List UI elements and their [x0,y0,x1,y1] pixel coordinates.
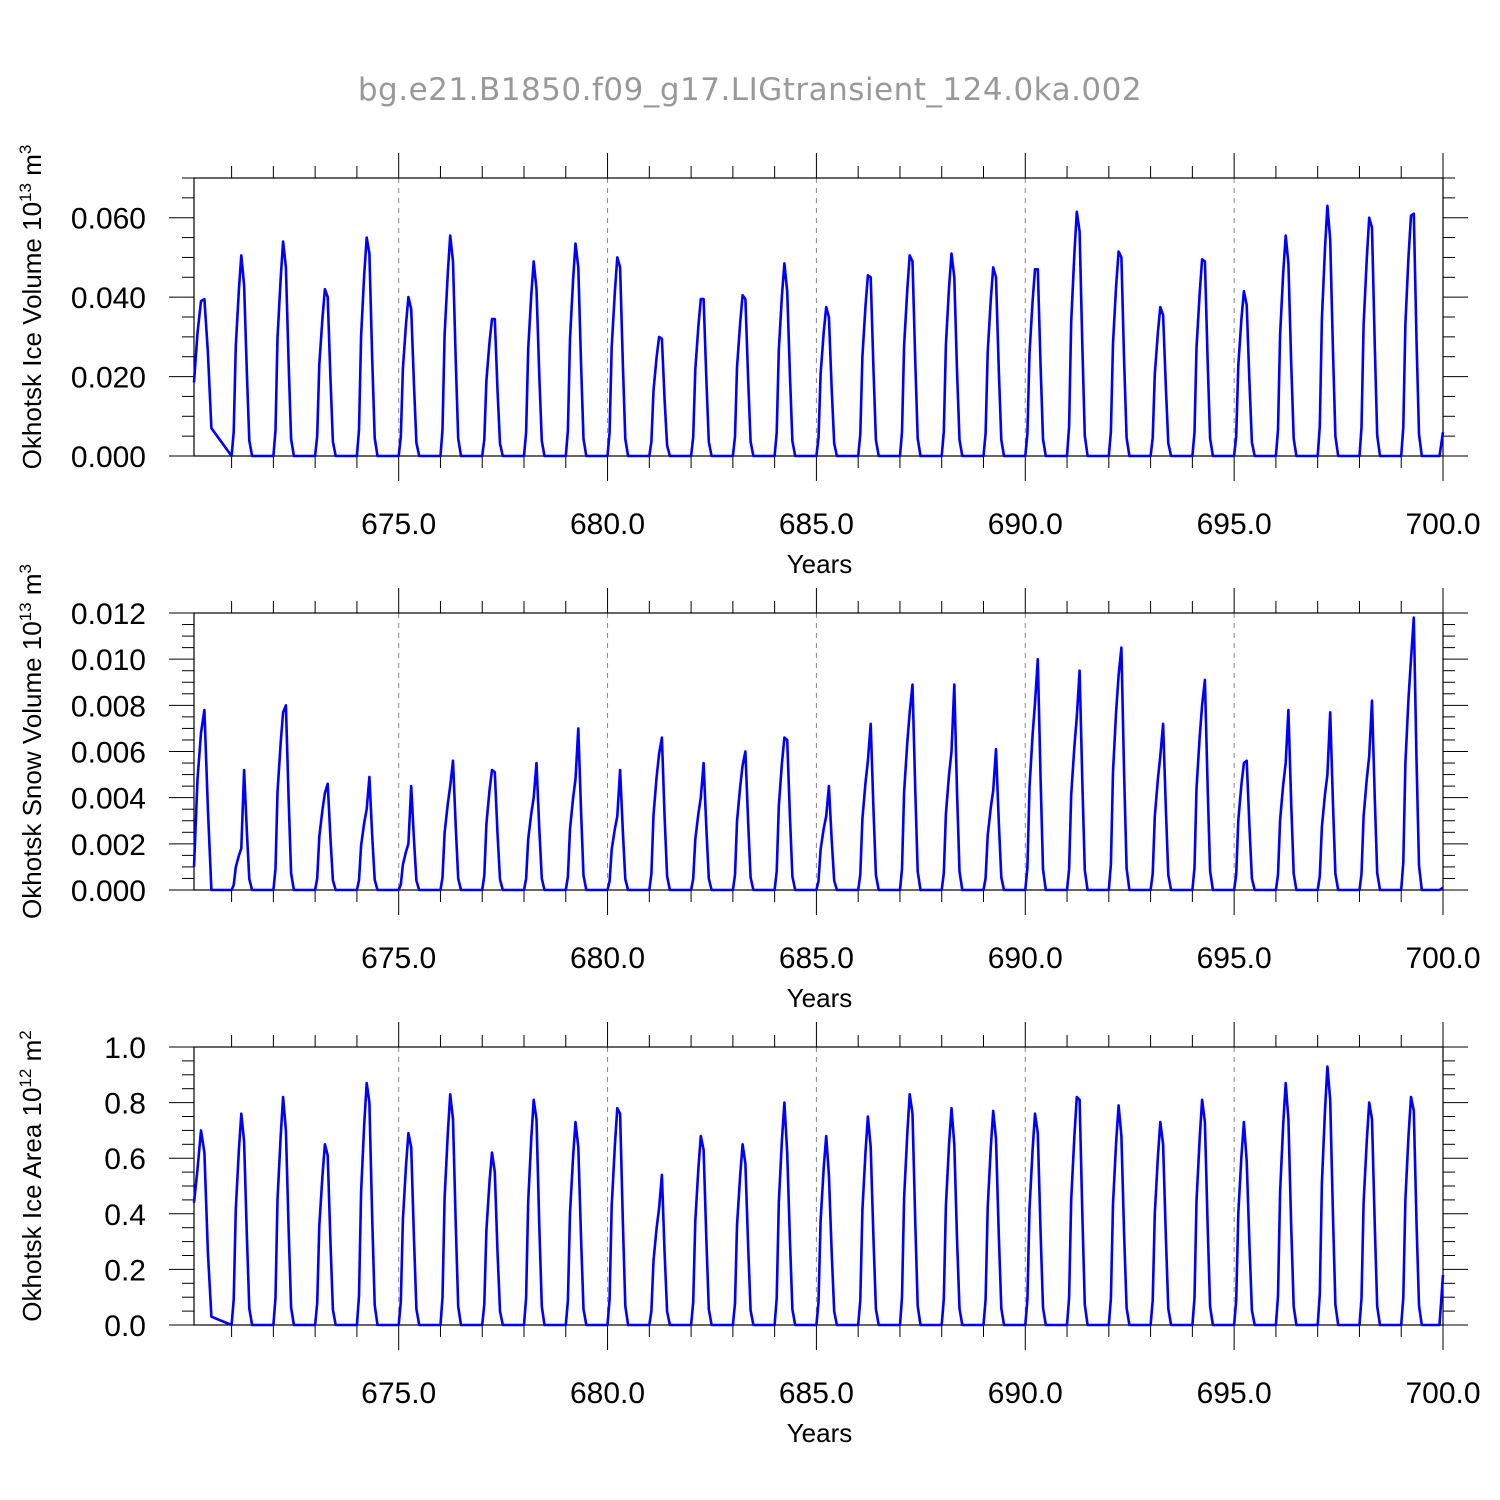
y-tick-label: 0.060 [71,203,146,236]
x-tick-label: 685.0 [779,508,854,541]
x-tick-label: 695.0 [1197,1377,1272,1410]
y-tick-label: 0.040 [71,282,146,315]
y-axis-label: Okhotsk Ice Volume 1013 m3 [16,145,47,470]
snow-volume-panel: 675.0 680.0 685.0 690.0 695.0 700.0 0.000 0.002… [16,564,1481,1013]
y-tick-label: 0.012 [71,598,146,631]
ice-volume-panel: 675.0 680.0 685.0 690.0 695.0 700.0 0.000 0.020… [16,145,1481,579]
x-tick-label: 680.0 [570,508,645,541]
x-tick-label: 690.0 [988,942,1063,975]
page-title: bg.e21.B1850.f09_g17.LIGtransient_124.0k… [357,72,1143,108]
x-axis-label: Years [787,983,853,1013]
y-tick-label: 0.008 [71,690,146,723]
y-tick-label: 0.010 [71,644,146,677]
x-tick-label: 685.0 [779,942,854,975]
y-tick-label: 0.004 [71,783,146,816]
x-tick-label: 700.0 [1405,942,1480,975]
x-tick-label: 700.0 [1405,508,1480,541]
x-axis-label: Years [787,549,853,579]
y-tick-label: 0.000 [71,875,146,908]
x-tick-label: 685.0 [779,1377,854,1410]
x-tick-label: 675.0 [361,942,436,975]
x-tick-label: 700.0 [1405,1377,1480,1410]
x-tick-label: 690.0 [988,508,1063,541]
plot-frame [193,612,1444,891]
x-tick-label: 690.0 [988,1377,1063,1410]
x-tick-label: 695.0 [1197,942,1272,975]
y-tick-label: 0.4 [104,1199,146,1232]
y-axis-label: Okhotsk Snow Volume 1013 m3 [16,564,47,919]
x-tick-label: 680.0 [570,1377,645,1410]
y-tick-label: 0.0 [104,1310,146,1343]
y-axis-label: Okhotsk Ice Area 1012 m2 [16,1030,47,1321]
y-tick-label: 0.2 [104,1254,146,1287]
ice-area-panel: 675.0 680.0 685.0 690.0 695.0 700.0 0.0 0.2 0.4 0… [16,1022,1481,1448]
y-tick-label: 0.6 [104,1143,146,1176]
y-tick-label: 0.002 [71,829,146,862]
y-tick-label: 0.8 [104,1088,146,1121]
x-tick-label: 695.0 [1197,508,1272,541]
y-tick-label: 0.000 [71,441,146,474]
y-tick-label: 0.020 [71,362,146,395]
y-tick-label: 0.006 [71,737,146,770]
series-line [192,204,1445,458]
y-tick-label: 1.0 [104,1032,146,1065]
x-tick-label: 680.0 [570,942,645,975]
series-line [192,616,1444,892]
x-tick-label: 675.0 [361,1377,436,1410]
x-axis-label: Years [787,1418,853,1448]
series-line [192,1065,1445,1327]
x-tick-label: 675.0 [361,508,436,541]
